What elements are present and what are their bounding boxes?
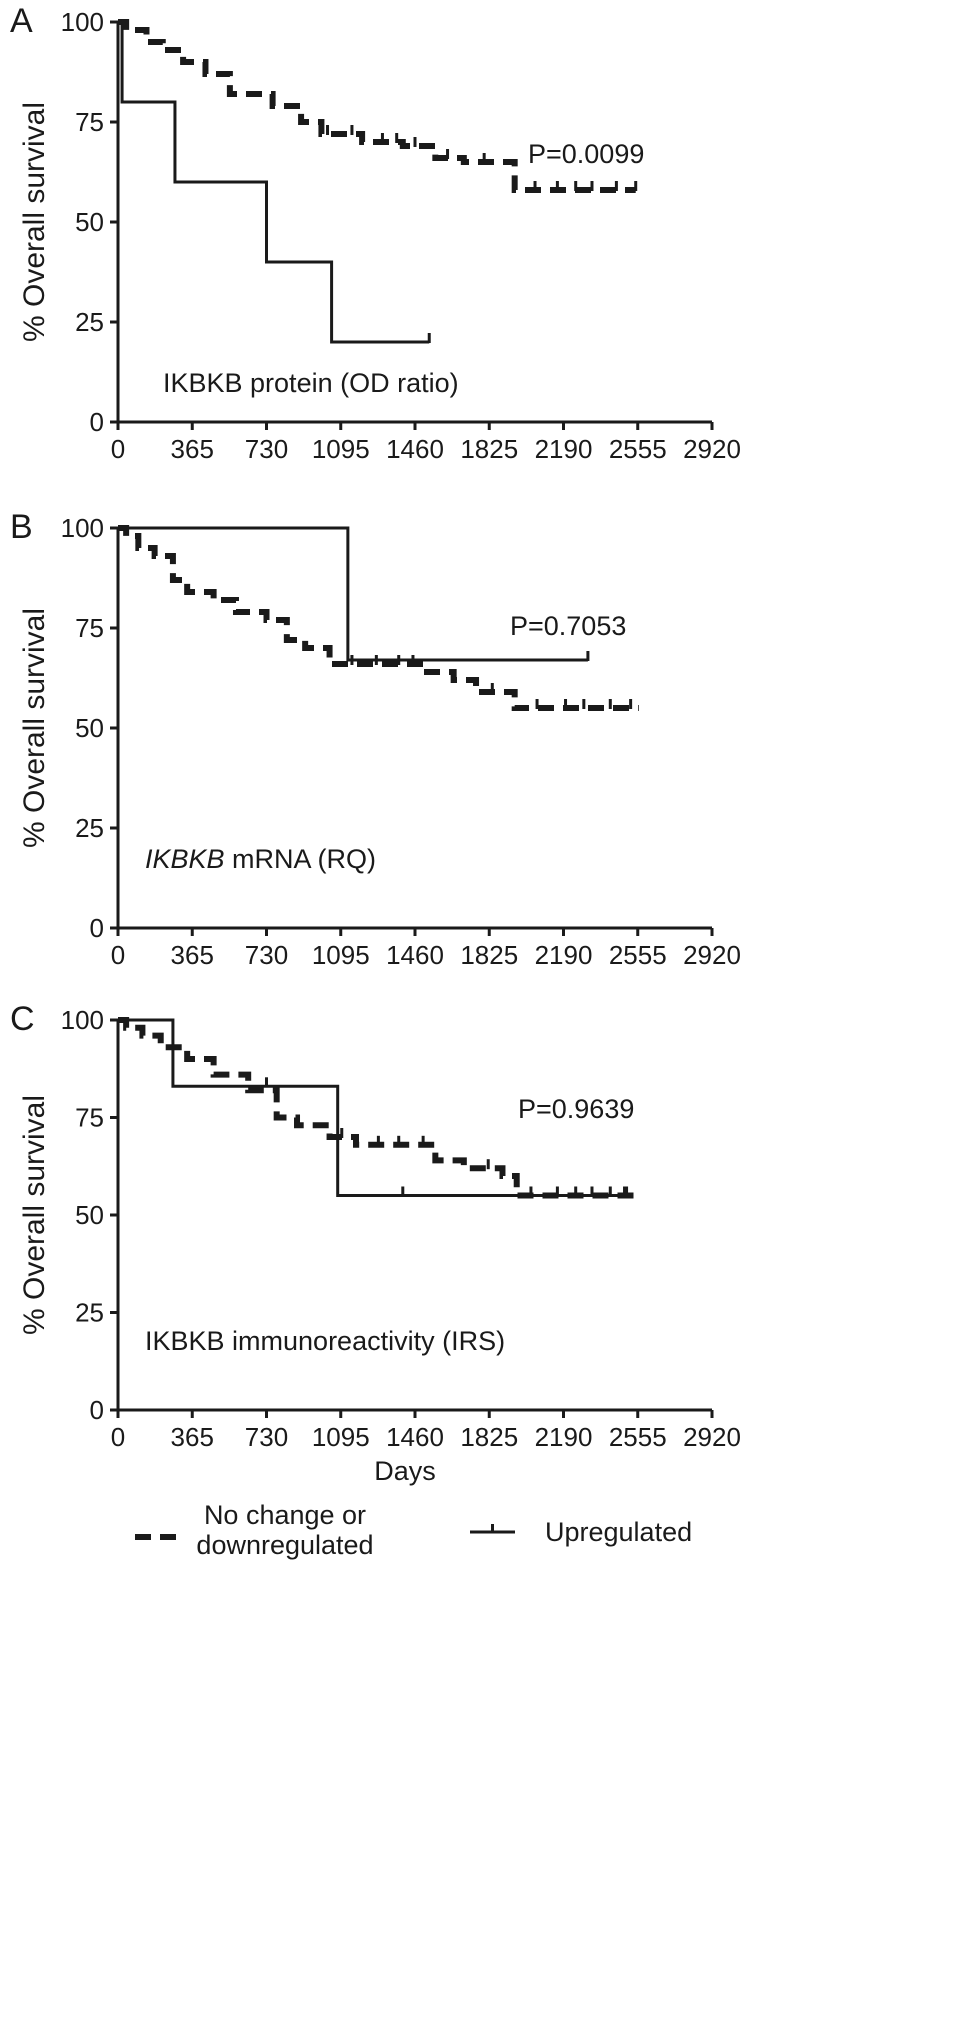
legend-label: No change or bbox=[204, 1500, 366, 1530]
marker-label: IKBKB immunoreactivity (IRS) bbox=[145, 1326, 505, 1356]
x-tick-label: 2920 bbox=[683, 434, 741, 464]
x-tick-label: 1095 bbox=[312, 1422, 370, 1452]
x-tick-label: 0 bbox=[111, 434, 125, 464]
chart-panel-b: B 0 25 50 75 100 0 365 730 1095 1460 1825 2190 2555 29… bbox=[10, 508, 741, 970]
marker-label: IKBKB protein (OD ratio) bbox=[163, 368, 459, 398]
p-value-label: P=0.9639 bbox=[518, 1094, 634, 1124]
x-tick-label: 1825 bbox=[460, 940, 518, 970]
y-tick-label: 50 bbox=[75, 713, 104, 743]
x-tick-label: 2555 bbox=[609, 1422, 667, 1452]
x-tick-label: 1825 bbox=[460, 1422, 518, 1452]
p-value-label: P=0.0099 bbox=[528, 139, 644, 169]
marker-label-text: IKBKB protein (OD ratio) bbox=[163, 368, 459, 398]
x-tick-label: 2555 bbox=[609, 434, 667, 464]
marker-label-italic: IKBKB bbox=[145, 844, 225, 874]
x-tick-label: 365 bbox=[171, 940, 214, 970]
panel-letter: A bbox=[10, 2, 33, 40]
series-line-dashed bbox=[118, 1017, 639, 1199]
x-tick-label: 2920 bbox=[683, 940, 741, 970]
series-line-dashed bbox=[118, 19, 636, 193]
x-axis-label: Days bbox=[374, 1456, 436, 1486]
y-tick-label: 100 bbox=[61, 513, 104, 543]
x-tick-label: 1460 bbox=[386, 940, 444, 970]
panel-letter: B bbox=[10, 508, 33, 546]
series-line-dashed bbox=[118, 525, 639, 711]
series-line-solid bbox=[118, 1018, 625, 1197]
x-tick-label: 2190 bbox=[535, 1422, 593, 1452]
y-axis-label: % Overall survival bbox=[18, 608, 51, 848]
legend-item-solid: Upregulated bbox=[470, 1517, 692, 1547]
y-tick-label: 50 bbox=[75, 1200, 104, 1230]
p-value-label: P=0.7053 bbox=[510, 611, 626, 641]
x-tick-label: 730 bbox=[245, 1422, 288, 1452]
x-tick-label: 2190 bbox=[535, 940, 593, 970]
y-tick-label: 100 bbox=[61, 7, 104, 37]
marker-label: IKBKB mRNA (RQ) bbox=[145, 844, 376, 874]
series-line-solid bbox=[118, 526, 588, 662]
y-tick-label: 75 bbox=[75, 613, 104, 643]
x-tick-label: 1095 bbox=[312, 940, 370, 970]
x-tick-label: 2555 bbox=[609, 940, 667, 970]
y-tick-label: 0 bbox=[90, 407, 104, 437]
y-axis-label: % Overall survival bbox=[18, 1095, 51, 1335]
x-tick-label: 1460 bbox=[386, 1422, 444, 1452]
legend-label: Upregulated bbox=[545, 1517, 692, 1547]
y-axis-label: % Overall survival bbox=[18, 102, 51, 342]
x-tick-label: 2920 bbox=[683, 1422, 741, 1452]
y-tick-label: 50 bbox=[75, 207, 104, 237]
x-tick-label: 365 bbox=[171, 1422, 214, 1452]
x-tick-label: 1095 bbox=[312, 434, 370, 464]
y-tick-label: 100 bbox=[61, 1005, 104, 1035]
x-tick-label: 730 bbox=[245, 940, 288, 970]
chart-panel-a: A 0 25 50 75 100 0 365 730 1095 1460 1825 2190 2555 29… bbox=[10, 2, 741, 464]
y-tick-label: 25 bbox=[75, 307, 104, 337]
y-tick-label: 75 bbox=[75, 107, 104, 137]
x-tick-label: 0 bbox=[111, 1422, 125, 1452]
y-tick-label: 75 bbox=[75, 1103, 104, 1133]
marker-label-text: mRNA (RQ) bbox=[225, 844, 377, 874]
chart-panel-c: C 0 25 50 75 100 0 365 730 1095 1460 1825 2190 2555 29… bbox=[10, 1000, 741, 1486]
panel-letter: C bbox=[10, 1000, 35, 1038]
y-tick-label: 0 bbox=[90, 913, 104, 943]
x-tick-label: 1825 bbox=[460, 434, 518, 464]
legend-label: downregulated bbox=[196, 1530, 373, 1560]
marker-label-text: IKBKB immunoreactivity (IRS) bbox=[145, 1326, 505, 1356]
y-tick-label: 0 bbox=[90, 1395, 104, 1425]
y-tick-label: 25 bbox=[75, 1298, 104, 1328]
y-tick-label: 25 bbox=[75, 813, 104, 843]
x-tick-label: 1460 bbox=[386, 434, 444, 464]
x-tick-label: 730 bbox=[245, 434, 288, 464]
series-line-solid bbox=[118, 20, 430, 344]
x-tick-label: 365 bbox=[171, 434, 214, 464]
x-tick-label: 0 bbox=[111, 940, 125, 970]
x-tick-label: 2190 bbox=[535, 434, 593, 464]
